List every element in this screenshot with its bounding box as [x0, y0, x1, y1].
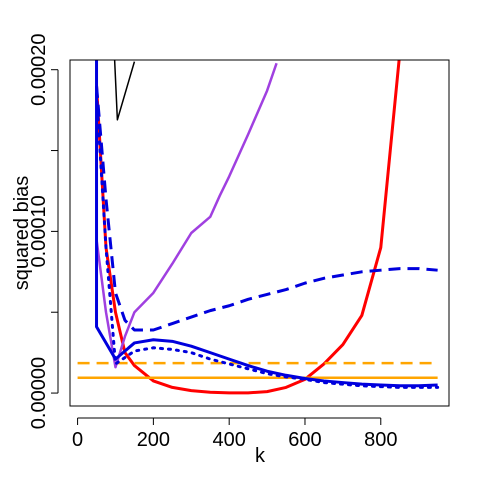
series-line-1: [113, 60, 136, 121]
y-tick-label: 0.00000: [28, 357, 50, 429]
y-tick-label: 0.00020: [28, 34, 50, 106]
y-tick-label: 0.00010: [28, 195, 50, 267]
axis-layer: 0 200 400 600 800 0.00000 0.00010 0.00020: [28, 34, 397, 451]
x-tick-label: 400: [212, 429, 245, 451]
x-tick-label: 600: [288, 429, 321, 451]
series-line-8: [95, 92, 440, 389]
series-line-7: [95, 85, 438, 332]
y-axis-title: squared bias: [11, 176, 33, 291]
x-tick-label: 800: [364, 429, 397, 451]
x-tick-label: 200: [137, 429, 170, 451]
plot-frame: [69, 59, 450, 407]
x-tick-label: 0: [72, 429, 83, 451]
series-line-2: [95, 60, 401, 395]
series-layer: [77, 60, 440, 395]
series-line-3: [95, 62, 278, 369]
series-line-6: [95, 60, 438, 388]
x-axis-title: k: [255, 445, 266, 467]
